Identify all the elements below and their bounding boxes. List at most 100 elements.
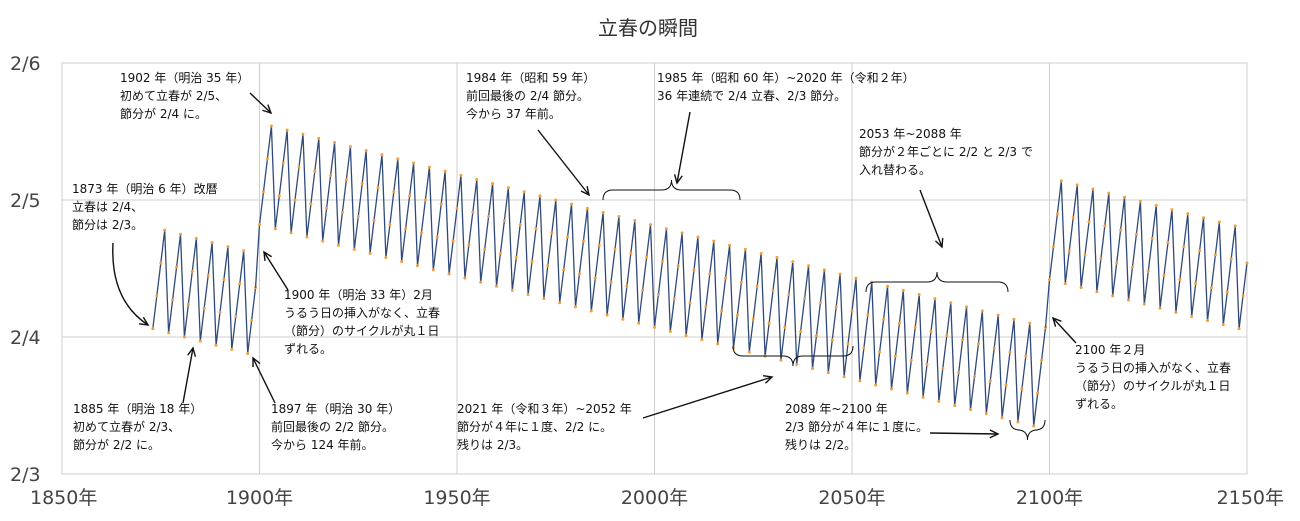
series-point (945, 334, 949, 338)
series-point (151, 327, 155, 331)
series-point (396, 157, 400, 161)
series-point (416, 264, 419, 268)
series-point (522, 190, 526, 194)
series-point (285, 128, 289, 132)
series-point (728, 243, 732, 247)
arrow-head (673, 174, 683, 185)
series-point (1127, 298, 1130, 302)
series-point (1217, 220, 1221, 224)
series-point (352, 247, 356, 251)
series-point (1162, 273, 1166, 277)
arrow-head (934, 237, 944, 249)
series-point (641, 288, 645, 292)
series-point (483, 247, 487, 251)
series-point (313, 169, 317, 173)
series-point (953, 404, 957, 407)
series-point (716, 342, 720, 346)
series-point (230, 347, 234, 351)
series-point (775, 256, 779, 260)
series-point (972, 375, 976, 379)
x-tick-label: 1950年 (423, 487, 490, 509)
series-point (1221, 323, 1225, 327)
series-point (1225, 290, 1229, 294)
series-point (1099, 257, 1103, 261)
series-point (957, 371, 961, 375)
series-point (155, 294, 159, 298)
series-point (969, 408, 972, 412)
x-tick-label: 2150年 (1217, 487, 1284, 509)
series-point (897, 321, 901, 325)
arrow-head (1051, 316, 1062, 327)
series-point (724, 276, 728, 280)
arrow-head (580, 186, 590, 197)
series-point (364, 149, 368, 153)
brace-2021-2052 (732, 345, 854, 367)
brace-layer (602, 179, 1046, 441)
arrow-1902 (249, 92, 273, 115)
series-point (439, 202, 443, 206)
series-point (368, 251, 372, 255)
series-point (882, 317, 886, 321)
series-point (862, 346, 866, 350)
series-point (510, 288, 514, 292)
series-point (949, 301, 953, 305)
series-point (684, 334, 688, 338)
series-point (893, 354, 897, 358)
series-point (550, 231, 554, 235)
series-point (175, 265, 179, 269)
series-point (388, 223, 392, 227)
series-point (633, 219, 637, 223)
series-point (475, 177, 479, 181)
arrow-2089-2100 (929, 429, 1000, 439)
series-point (372, 219, 376, 223)
series-point (629, 251, 633, 255)
series-point (1190, 314, 1194, 318)
series-point (826, 371, 830, 375)
series-point (455, 206, 459, 210)
series-point (376, 186, 380, 190)
arrow-1897 (252, 356, 276, 404)
series-point (1178, 277, 1182, 281)
series-point (491, 182, 495, 186)
series-point (735, 313, 739, 317)
series-point (901, 288, 905, 292)
series-point (921, 395, 925, 399)
series-point (1245, 261, 1249, 265)
series-point (1209, 286, 1213, 290)
series-point (297, 165, 301, 169)
series-point (941, 367, 945, 371)
arrow-1885 (182, 346, 197, 404)
series-point (1107, 191, 1111, 195)
series-point (1071, 216, 1075, 220)
series-point (250, 319, 254, 323)
series-point (886, 284, 890, 288)
series-point (384, 256, 388, 260)
series-point (451, 239, 455, 243)
series-point (1229, 257, 1233, 261)
series-point (842, 375, 846, 379)
series-point (392, 190, 396, 194)
series-point (751, 317, 755, 321)
series-point (435, 235, 439, 239)
series-point (1020, 387, 1024, 391)
series-point (653, 325, 656, 329)
series-point (1115, 261, 1119, 265)
grid-layer: 2/3 2/4 2/5 2/6 1850年 1900年 1950年 2000年 2050年 210… (10, 53, 1284, 509)
series-point (340, 210, 344, 214)
series-point (546, 264, 550, 268)
series-point (747, 350, 751, 354)
series-point (1202, 216, 1206, 220)
series-point (238, 282, 242, 286)
series-point (159, 261, 163, 265)
annotation-2100: 2100 年２月 うるう日の挿入がなく、立春 （節分）のサイクルが丸１日 ずれる… (1075, 343, 1235, 411)
x-tick-label: 1900年 (226, 487, 293, 509)
series-point (811, 367, 814, 371)
series-point (325, 206, 329, 210)
series-point (708, 272, 712, 276)
series-point (530, 260, 534, 264)
series-point (1174, 310, 1178, 314)
series-point (1233, 224, 1237, 228)
series-point (479, 280, 483, 284)
series-point (305, 235, 309, 239)
